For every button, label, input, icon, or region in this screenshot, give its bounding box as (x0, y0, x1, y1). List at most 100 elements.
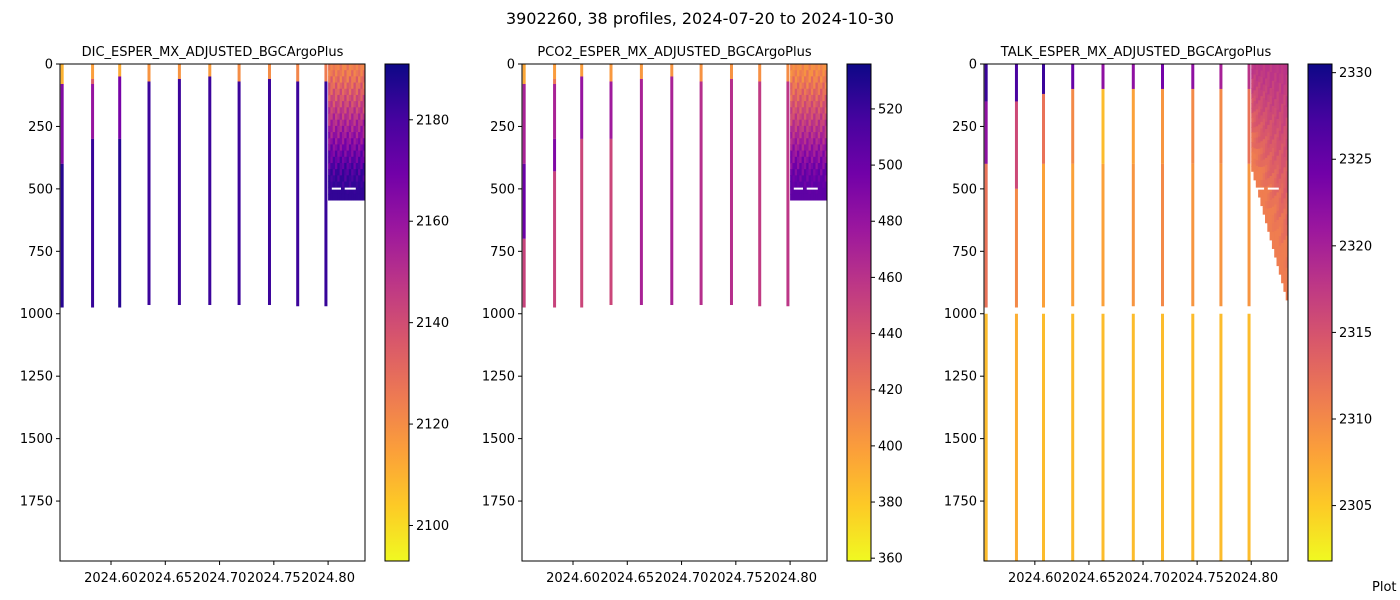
dense-cell (817, 101, 821, 108)
profile-segment (639, 78, 643, 306)
dense-cell (1274, 72, 1277, 82)
dense-cell (808, 132, 812, 139)
dense-cell (358, 76, 361, 83)
dense-cell (344, 193, 347, 201)
dense-cell (810, 187, 814, 195)
dense-cell (360, 150, 364, 158)
dense-cell (328, 101, 331, 108)
dense-cell (351, 175, 354, 182)
dense-cell (332, 119, 336, 127)
dense-cell (1278, 121, 1282, 132)
dense-cell (815, 101, 819, 108)
dense-cell (1278, 73, 1282, 84)
dense-cell (1251, 68, 1254, 75)
x-tick-label: 2024.60 (1008, 571, 1062, 586)
dense-cell (346, 94, 350, 102)
dense-cell (810, 113, 814, 121)
dense-cell (1251, 103, 1254, 109)
dense-cell (797, 107, 800, 114)
dense-cell (1251, 156, 1254, 163)
dense-cell (355, 88, 359, 96)
dense-cell (360, 70, 364, 77)
dense-cell (808, 169, 812, 176)
profile-segment (60, 64, 64, 84)
profile-segment (324, 81, 328, 307)
dense-cell (794, 162, 798, 170)
dense-cell (801, 76, 805, 83)
dense-cell (1262, 64, 1266, 72)
dense-cell (358, 101, 361, 108)
dense-cell (1276, 155, 1280, 166)
dense-cell (346, 82, 350, 90)
dense-cell (1260, 199, 1264, 207)
dense-cell (813, 169, 816, 176)
dense-cell (1285, 267, 1289, 279)
dense-cell (337, 150, 341, 158)
dense-cell (360, 187, 364, 195)
panel-title: DIC_ESPER_MX_ADJUSTED_BGCArgoPlus (82, 45, 344, 60)
dense-cell (1278, 188, 1282, 199)
dense-cell (328, 181, 331, 189)
dense-cell (339, 181, 343, 189)
dense-cell (1285, 64, 1289, 76)
dense-cell (1265, 172, 1268, 180)
dense-cell (1276, 73, 1280, 83)
dense-cell (799, 187, 803, 195)
dense-cell (341, 150, 345, 158)
dense-cell (797, 94, 800, 102)
dense-cell (335, 119, 338, 127)
dense-cell (1251, 122, 1254, 128)
dense-cell (346, 88, 350, 96)
dense-cell (355, 82, 359, 90)
dense-cell (353, 156, 357, 164)
profile-segment (118, 76, 122, 139)
dense-cell (792, 70, 796, 77)
dense-cell (351, 88, 354, 96)
dense-cell (362, 156, 366, 164)
dense-cell (824, 162, 828, 170)
dense-cell (1262, 207, 1266, 215)
dense-cell (330, 156, 334, 164)
dense-cell (817, 113, 821, 121)
dense-cell (1253, 174, 1257, 181)
profile-segment (1101, 163, 1105, 307)
profile-7 (237, 64, 241, 306)
profile-segment (1219, 64, 1223, 89)
dense-cell (328, 193, 331, 201)
dense-cell (803, 132, 807, 139)
dense-cell (1265, 201, 1268, 209)
dense-cell (797, 125, 800, 133)
dense-cell (1265, 165, 1268, 173)
dense-cell (328, 175, 331, 182)
dense-cell (797, 113, 800, 121)
dense-cell (1258, 136, 1261, 144)
dense-cell (808, 70, 812, 77)
dense-cell (341, 132, 345, 139)
dense-cell (353, 94, 357, 102)
dense-cell (1262, 98, 1266, 106)
dense-cell (1274, 178, 1277, 188)
dense-cell (801, 70, 805, 77)
plot-footer-label: Plot (1372, 580, 1397, 595)
dense-cell (1269, 143, 1273, 153)
dense-cell (1276, 238, 1280, 248)
dense-cell (346, 187, 350, 195)
dense-cell (806, 64, 809, 71)
dense-cell (351, 150, 354, 158)
dense-cell (348, 169, 352, 176)
dense-cell (803, 144, 807, 152)
dense-cell (330, 64, 334, 71)
dense-cell (820, 113, 823, 121)
dense-cell (1269, 223, 1273, 233)
dense-cell (808, 119, 812, 127)
dense-cell (1255, 114, 1259, 122)
profile-segment (758, 81, 762, 307)
dense-cell (351, 94, 354, 102)
dense-cell (810, 70, 814, 77)
dense-cell (824, 175, 828, 182)
dense-cell (360, 113, 364, 121)
dense-cell (824, 169, 828, 176)
dense-cell (1271, 114, 1275, 124)
dense-cell (353, 101, 357, 108)
dense-cell (1278, 178, 1282, 189)
